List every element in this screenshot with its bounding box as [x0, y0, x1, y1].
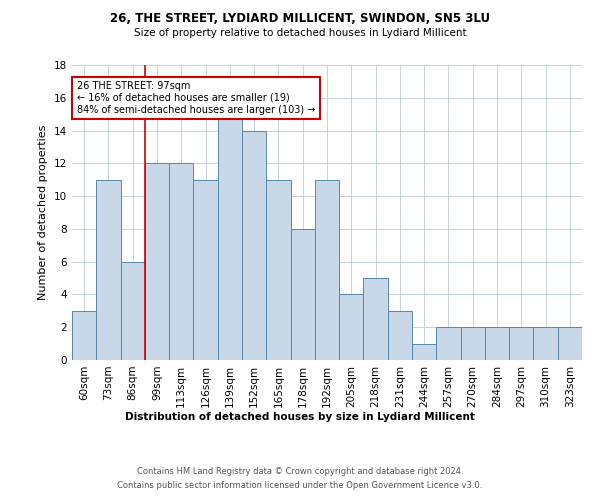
Bar: [339, 294, 364, 360]
Text: 26, THE STREET, LYDIARD MILLICENT, SWINDON, SN5 3LU: 26, THE STREET, LYDIARD MILLICENT, SWIND…: [110, 12, 490, 26]
Bar: [485, 327, 509, 360]
Y-axis label: Number of detached properties: Number of detached properties: [38, 125, 49, 300]
Bar: [72, 311, 96, 360]
Bar: [509, 327, 533, 360]
Text: Size of property relative to detached houses in Lydiard Millicent: Size of property relative to detached ho…: [134, 28, 466, 38]
Bar: [266, 180, 290, 360]
Text: Distribution of detached houses by size in Lydiard Millicent: Distribution of detached houses by size …: [125, 412, 475, 422]
Bar: [218, 114, 242, 360]
Bar: [412, 344, 436, 360]
Text: Contains HM Land Registry data © Crown copyright and database right 2024.: Contains HM Land Registry data © Crown c…: [137, 468, 463, 476]
Bar: [436, 327, 461, 360]
Bar: [96, 180, 121, 360]
Text: 26 THE STREET: 97sqm
← 16% of detached houses are smaller (19)
84% of semi-detac: 26 THE STREET: 97sqm ← 16% of detached h…: [77, 82, 315, 114]
Bar: [193, 180, 218, 360]
Bar: [242, 130, 266, 360]
Bar: [145, 164, 169, 360]
Bar: [533, 327, 558, 360]
Bar: [364, 278, 388, 360]
Bar: [388, 311, 412, 360]
Bar: [461, 327, 485, 360]
Text: Contains public sector information licensed under the Open Government Licence v3: Contains public sector information licen…: [118, 481, 482, 490]
Bar: [169, 164, 193, 360]
Bar: [558, 327, 582, 360]
Bar: [315, 180, 339, 360]
Bar: [290, 229, 315, 360]
Bar: [121, 262, 145, 360]
